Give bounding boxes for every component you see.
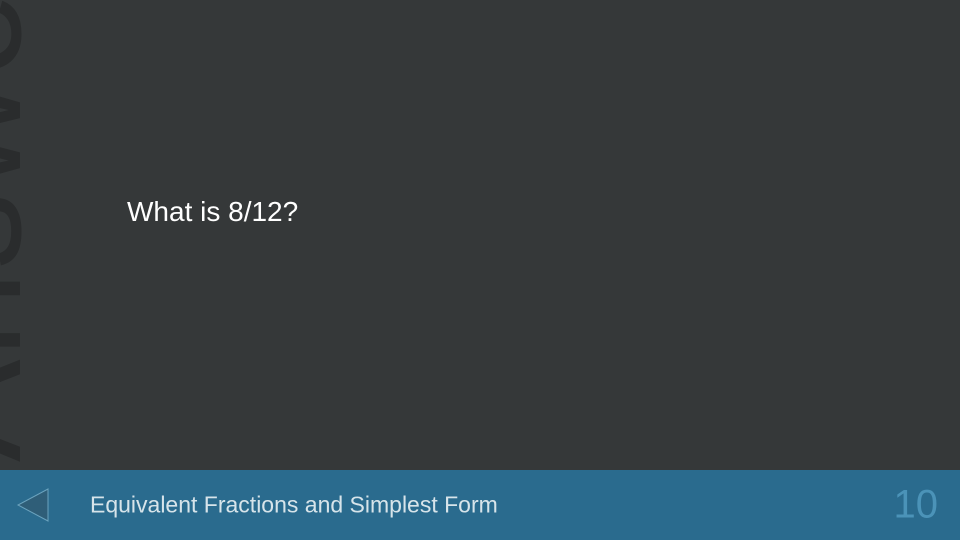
main-area xyxy=(0,0,960,470)
back-arrow-icon[interactable] xyxy=(14,485,54,525)
answer-text: What is 8/12? xyxy=(127,196,298,228)
footer-bar: Equivalent Fractions and Simplest Form 1… xyxy=(0,470,960,540)
page-number: 10 xyxy=(894,483,939,528)
footer-title: Equivalent Fractions and Simplest Form xyxy=(90,492,498,519)
side-label-answer: Answer xyxy=(0,0,44,462)
arrow-shape xyxy=(18,489,48,521)
slide: Answer What is 8/12? Equivalent Fraction… xyxy=(0,0,960,540)
